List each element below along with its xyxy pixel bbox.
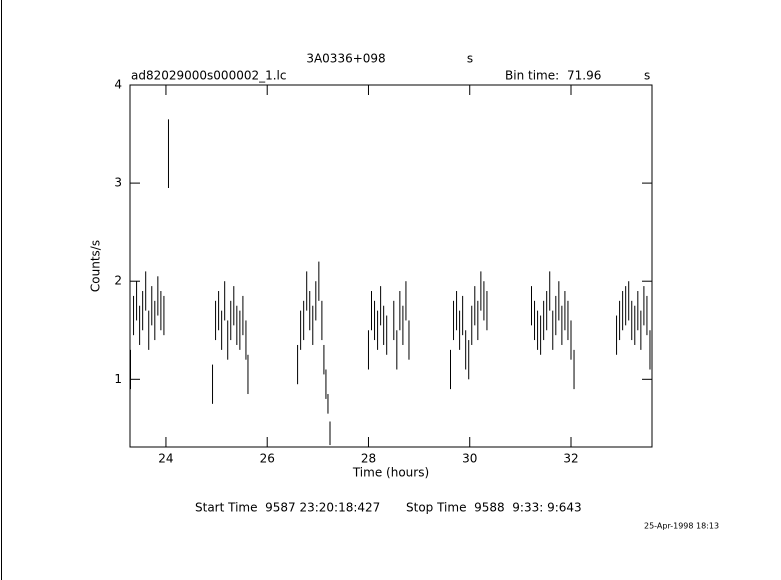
bin-label: Bin time:: [505, 69, 559, 83]
y-axis-label: Counts/s: [89, 240, 103, 292]
x-tick-label: 28: [361, 452, 376, 466]
bin-value: 71.96: [567, 69, 601, 83]
file-name: ad82029000s000002_1.lc: [131, 69, 287, 83]
plot-frame: [129, 84, 653, 448]
x-tick-label: 26: [260, 452, 275, 466]
chart-title: 3A0336+098: [306, 52, 385, 66]
start-time: Start Time 9587 23:20:18:427: [195, 501, 380, 515]
y-tick-label: 1: [114, 372, 122, 386]
title-unit: s: [467, 52, 473, 66]
bin-unit: s: [644, 69, 650, 83]
x-tick-label: 30: [462, 452, 477, 466]
x-tick-label: 32: [563, 452, 578, 466]
timestamp: 25-Apr-1998 18:13: [644, 522, 719, 531]
y-tick-label: 4: [114, 78, 122, 92]
x-tick-label: 24: [158, 452, 173, 466]
x-axis-label: Time (hours): [352, 466, 429, 480]
stop-time: Stop Time 9588 9:33: 9:643: [406, 501, 582, 515]
y-tick-label: 3: [114, 176, 122, 190]
y-tick-label: 2: [114, 274, 122, 288]
